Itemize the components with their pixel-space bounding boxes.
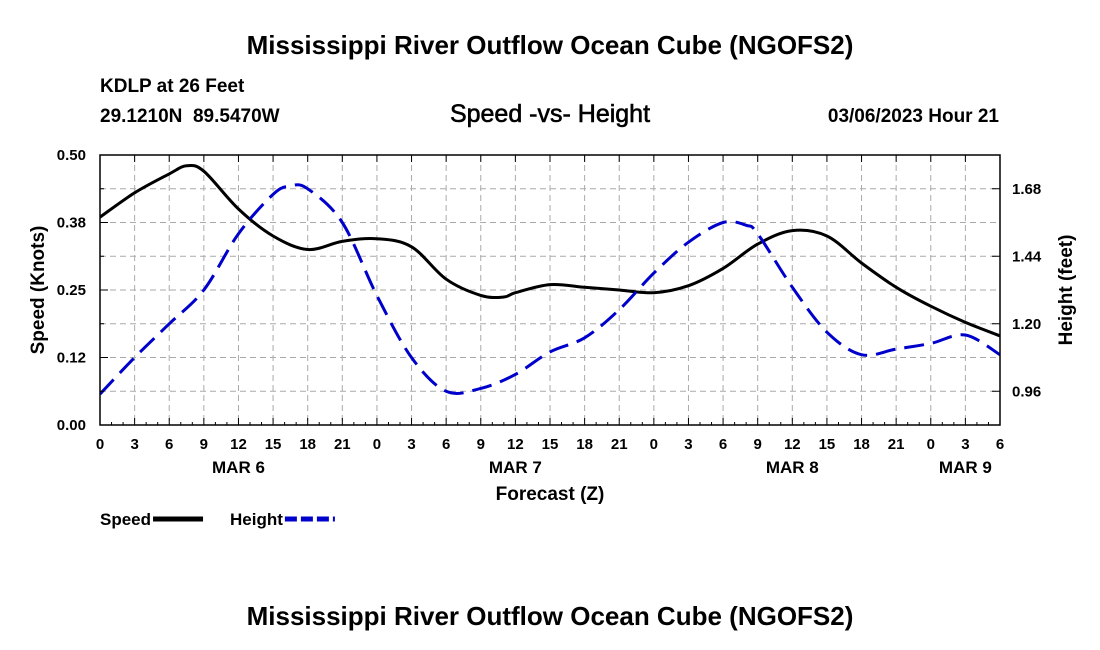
forecast-datetime: 03/06/2023 Hour 21 <box>827 106 999 127</box>
legend-label-speed: Speed <box>100 510 151 529</box>
x-tick-label: 6 <box>442 436 450 453</box>
y-tick-label: 0.38 <box>57 215 86 232</box>
x-tick-label: 6 <box>165 436 173 453</box>
x-tick-label: 15 <box>265 436 282 453</box>
y-tick-label: 0.12 <box>57 350 86 367</box>
x-date-label: MAR 6 <box>212 458 265 477</box>
x-tick-label: 12 <box>230 436 247 453</box>
x-date-label: MAR 9 <box>939 458 992 477</box>
x-tick-label: 0 <box>650 436 658 453</box>
x-axis-title: Forecast (Z) <box>496 484 605 505</box>
footer-title: Mississippi River Outflow Ocean Cube (NG… <box>246 601 854 631</box>
x-tick-label: 21 <box>888 436 905 453</box>
x-tick-label: 15 <box>819 436 836 453</box>
x-tick-label: 0 <box>96 436 104 453</box>
x-tick-label: 3 <box>130 436 138 453</box>
x-tick-label: 3 <box>684 436 692 453</box>
chart-subtitle: Speed -vs- Height <box>449 100 651 129</box>
x-date-label: MAR 7 <box>489 458 542 477</box>
chart-main-title: Mississippi River Outflow Ocean Cube (NG… <box>246 30 854 60</box>
x-tick-label: 6 <box>719 436 727 453</box>
x-tick-label: 6 <box>996 436 1004 453</box>
x-tick-label: 18 <box>299 436 316 453</box>
x-tick-label: 0 <box>927 436 935 453</box>
x-tick-label: 0 <box>373 436 381 453</box>
x-tick-label: 9 <box>200 436 208 453</box>
x-tick-label: 3 <box>961 436 969 453</box>
height-series-line <box>100 183 1000 396</box>
station-label: KDLP at 26 Feet <box>100 76 245 97</box>
y2-tick-label: 1.20 <box>1012 316 1041 333</box>
y2-axis-title: Height (feet) <box>1056 235 1077 346</box>
x-tick-label: 21 <box>611 436 628 453</box>
x-tick-label: 9 <box>477 436 485 453</box>
y2-tick-label: 0.96 <box>1012 383 1041 400</box>
x-tick-label: 12 <box>784 436 801 453</box>
x-tick-label: 18 <box>576 436 593 453</box>
speed-series-line <box>100 163 1000 338</box>
x-tick-label: 9 <box>754 436 762 453</box>
y2-tick-label: 1.68 <box>1012 181 1041 198</box>
legend-label-height: Height <box>230 510 283 529</box>
station-coordinates: 29.1210N 89.5470W <box>100 106 280 127</box>
x-tick-label: 3 <box>407 436 415 453</box>
y-tick-label: 0.25 <box>57 282 86 299</box>
y2-tick-label: 1.44 <box>1012 248 1042 265</box>
y-axis-title: Speed (Knots) <box>28 226 49 355</box>
y-tick-label: 0.00 <box>57 417 86 434</box>
x-tick-label: 12 <box>507 436 524 453</box>
x-tick-label: 18 <box>853 436 870 453</box>
x-tick-label: 15 <box>542 436 559 453</box>
x-tick-label: 21 <box>334 436 351 453</box>
y-tick-label: 0.50 <box>57 147 86 164</box>
x-date-label: MAR 8 <box>766 458 819 477</box>
